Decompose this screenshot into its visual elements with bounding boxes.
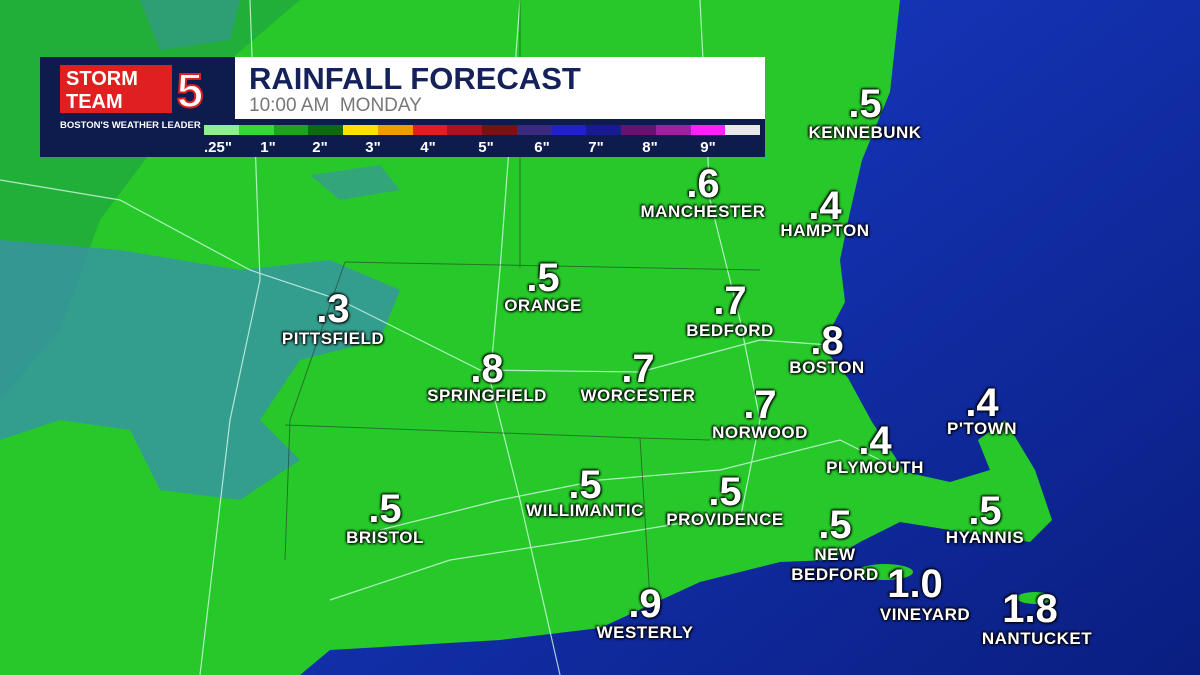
legend-label: .25" bbox=[204, 139, 232, 156]
legend-label: 9" bbox=[700, 139, 716, 156]
header: STORM TEAM 5 BOSTON'S WEATHER LEADER RAI… bbox=[40, 57, 765, 157]
city-value: .5 bbox=[368, 487, 402, 531]
city-label: NORWOOD bbox=[712, 423, 808, 442]
city-label: BEDFORD bbox=[686, 321, 774, 340]
city-label: WORCESTER bbox=[580, 386, 696, 405]
city-label: WESTERLY bbox=[596, 623, 694, 642]
island bbox=[857, 564, 913, 580]
legend-label: 7" bbox=[588, 139, 604, 156]
city-value: .8 bbox=[810, 319, 844, 363]
legend-label: 6" bbox=[534, 139, 550, 156]
city-label: SPRINGFIELD bbox=[427, 386, 547, 405]
ocean bbox=[300, 0, 1200, 675]
logo-tagline: BOSTON'S WEATHER LEADER bbox=[60, 120, 201, 131]
city-value: .5 bbox=[526, 256, 560, 300]
city-label: VINEYARD bbox=[879, 605, 971, 624]
legend-label: 8" bbox=[642, 139, 658, 156]
city-label: PLYMOUTH bbox=[826, 458, 924, 477]
subtitle: 10:00 AM MONDAY bbox=[249, 95, 422, 116]
city-value: .5 bbox=[568, 463, 602, 507]
logo: STORM TEAM 5 BOSTON'S WEATHER LEADER bbox=[40, 57, 235, 157]
island bbox=[1017, 592, 1053, 604]
legend-label: 2" bbox=[312, 139, 328, 156]
city-label: BOSTON bbox=[789, 358, 865, 377]
color-scale bbox=[204, 125, 760, 135]
logo-art: STORM TEAM 5 BOSTON'S WEATHER LEADER bbox=[60, 64, 204, 131]
city-label: PROVIDENCE bbox=[666, 510, 784, 529]
city-label: WILLIMANTIC bbox=[526, 501, 644, 520]
logo-number: 5 bbox=[177, 65, 204, 118]
city-label: HYANNIS bbox=[945, 528, 1025, 547]
city-value: .5 bbox=[708, 470, 742, 514]
city-value: .4 bbox=[808, 184, 842, 228]
city-value: .3 bbox=[316, 287, 350, 331]
city-value: .9 bbox=[628, 582, 662, 626]
title: RAINFALL FORECAST bbox=[249, 61, 581, 96]
city-value: .5 bbox=[818, 503, 852, 547]
city-value: 1.8 bbox=[1002, 587, 1058, 631]
city-label: PITTSFIELD bbox=[281, 329, 385, 348]
title-box: RAINFALL FORECAST 10:00 AM MONDAY bbox=[235, 57, 765, 119]
rain-area bbox=[0, 240, 400, 500]
city-value: .5 bbox=[968, 489, 1002, 533]
city-value: .6 bbox=[686, 162, 720, 206]
city-value: .7 bbox=[743, 383, 777, 427]
city-label: MANCHESTER bbox=[640, 202, 766, 221]
logo-line1: STORM bbox=[66, 68, 138, 90]
city-label: NANTUCKET bbox=[981, 629, 1093, 648]
legend-label: 4" bbox=[420, 139, 436, 156]
city-value: .7 bbox=[621, 347, 655, 391]
city-label: HAMPTON bbox=[780, 221, 870, 240]
logo-line2: TEAM bbox=[66, 91, 123, 113]
city-value: 1.0 bbox=[887, 562, 943, 606]
city-value: .4 bbox=[858, 419, 892, 463]
city-value: .8 bbox=[470, 347, 504, 391]
city-label: NEW BEDFORD bbox=[791, 545, 879, 584]
rain-area bbox=[140, 0, 240, 50]
rain-area bbox=[310, 165, 400, 200]
city-label: BRISTOL bbox=[346, 528, 424, 547]
legend-label: 1" bbox=[260, 139, 276, 156]
city-label: KENNEBUNK bbox=[808, 123, 922, 142]
city-value: .4 bbox=[965, 381, 999, 425]
city-value: .7 bbox=[713, 279, 747, 323]
legend-label: 3" bbox=[365, 139, 381, 156]
city-label: P'TOWN bbox=[946, 419, 1018, 438]
city-label: ORANGE bbox=[504, 296, 582, 315]
city-value: .5 bbox=[848, 82, 882, 126]
legend-label: 5" bbox=[478, 139, 494, 156]
